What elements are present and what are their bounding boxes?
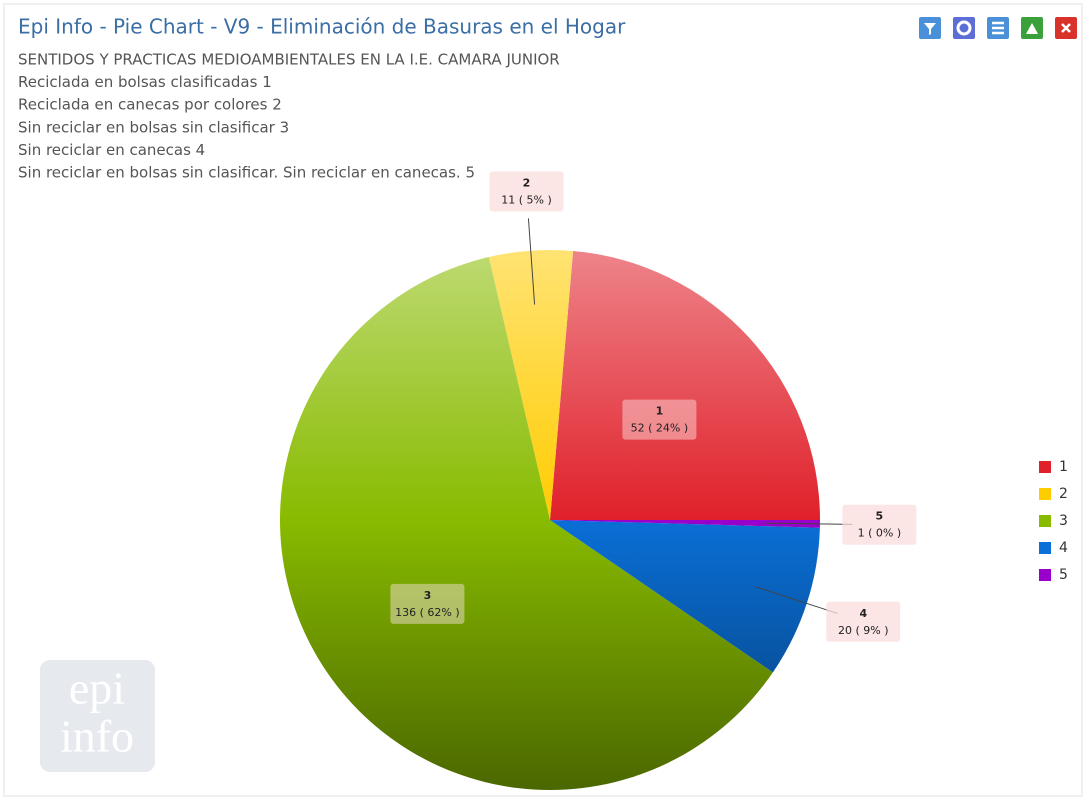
subtitle: Reciclada en bolsas clasificadas 1 [18,73,272,91]
maximize-icon [1026,23,1038,34]
settings-icon [956,20,972,36]
data-label-category: 2 [523,176,531,189]
logo: epi info [40,660,155,772]
data-label-value: 52 ( 24% ) [631,422,689,435]
subtitle: Reciclada en canecas por colores 2 [18,96,282,114]
list-icon [992,21,1004,35]
subtitle: SENTIDOS Y PRACTICAS MEDIOAMBIENTALES EN… [18,51,560,69]
data-label-category: 5 [876,510,884,523]
legend-swatch [1039,488,1051,500]
leader-line [765,522,853,525]
leader-line [755,586,838,614]
data-label-category: 1 [656,405,664,418]
logo-box [40,660,155,772]
legend-swatch [1039,515,1051,527]
subtitle: Sin reciclar en canecas 4 [18,141,205,159]
legend-label: 4 [1059,540,1068,556]
legend-label: 5 [1059,567,1068,583]
data-label-value: 1 ( 0% ) [858,527,902,540]
data-label-category: 4 [859,607,867,620]
data-label-box [390,583,465,624]
data-label-box [489,171,564,212]
data-label-box [842,504,917,545]
data-label-value: 20 ( 9% ) [838,624,889,637]
close-icon [1061,23,1071,33]
data-label-box [622,399,697,440]
settings-button[interactable] [953,17,975,39]
pie-slice [488,250,574,520]
pie-slice [550,520,820,528]
legend-swatch [1039,569,1051,581]
subtitle: Sin reciclar en bolsas sin clasificar. S… [18,164,475,182]
data-label-category: 3 [424,589,432,602]
subtitle: Sin reciclar en bolsas sin clasificar 3 [18,118,289,136]
data-label-value: 11 ( 5% ) [501,193,552,206]
pie-slice [550,520,820,673]
legend-label: 3 [1059,513,1068,529]
legend-label: 1 [1059,459,1068,475]
toolbar [919,17,1077,39]
filter-icon [924,23,936,35]
pie-slice [280,257,773,791]
pie-slice [550,250,820,521]
chart-title: Epi Info - Pie Chart - V9 - Eliminación … [18,15,626,39]
logo-text: epi [69,663,125,714]
data-label-box [826,601,901,642]
legend-swatch [1039,461,1051,473]
leader-line [527,218,536,305]
data-label-value: 136 ( 62% ) [395,606,460,619]
legend-label: 2 [1059,486,1068,502]
legend-swatch [1039,542,1051,554]
logo-text: info [60,711,134,762]
